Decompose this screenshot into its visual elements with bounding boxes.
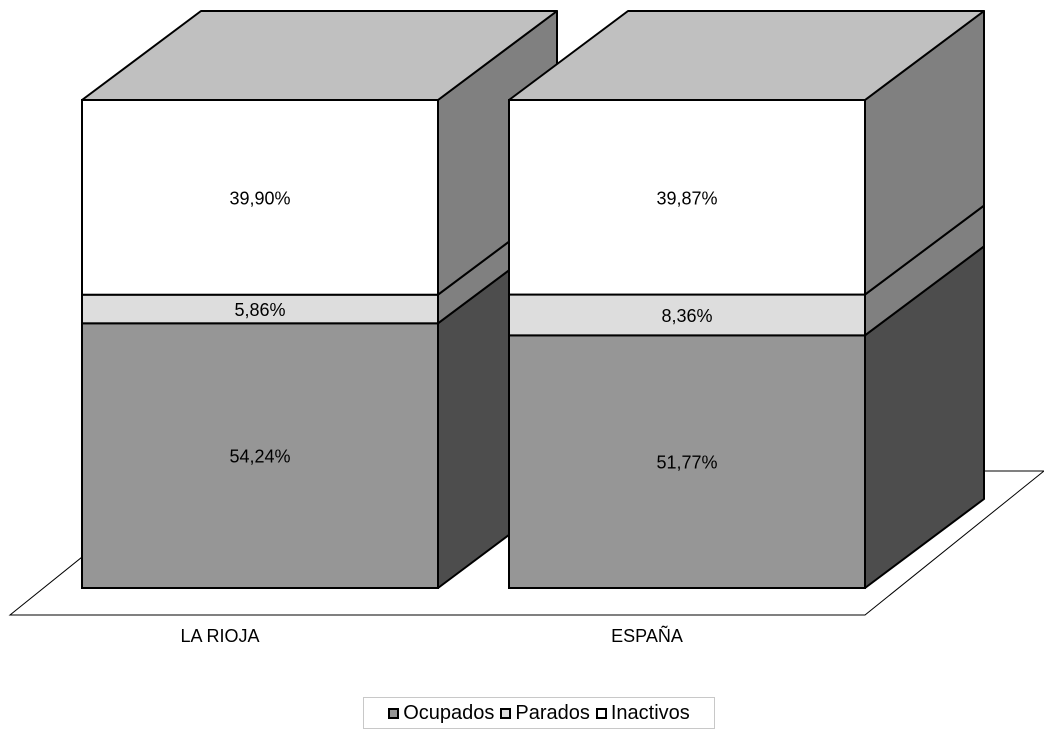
legend-label-inactivos: Inactivos (610, 701, 690, 724)
legend-item-ocupados: Ocupados (388, 702, 494, 725)
legend-label-ocupados: Ocupados (403, 701, 495, 724)
bar-front-parados-2 (508, 293, 866, 337)
data-label-ocupados-1: 54,24% (229, 447, 290, 467)
bar-front-ocupados-2 (508, 334, 866, 589)
legend-swatch-ocupados (388, 707, 400, 719)
data-label-ocupados-2: 51,77% (656, 453, 717, 473)
legend-swatch-parados (500, 707, 512, 719)
data-label-parados-1: 5,86% (234, 300, 285, 320)
bar-top-2 (508, 10, 985, 101)
bar-front-inactivos-2 (508, 99, 866, 296)
x-tick-label-1: LA RIOJA (180, 626, 259, 646)
bar-top-1 (81, 10, 558, 101)
data-label-inactivos-1: 39,90% (229, 188, 290, 208)
data-label-inactivos-2: 39,87% (656, 188, 717, 208)
legend: Ocupados Parados Inactivos (363, 697, 715, 729)
legend-swatch-inactivos (595, 707, 607, 719)
legend-item-inactivos: Inactivos (595, 701, 690, 725)
bar-front-ocupados-1 (81, 322, 439, 589)
legend-item-parados: Parados (500, 702, 590, 725)
data-label-parados-2: 8,36% (661, 306, 712, 326)
legend-label-parados: Parados (515, 701, 590, 724)
x-tick-label-2: ESPAÑA (611, 625, 683, 646)
